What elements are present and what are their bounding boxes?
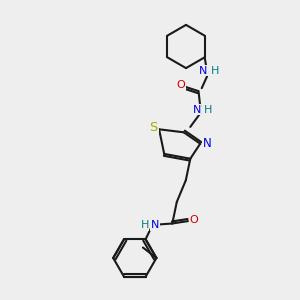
Text: N: N — [151, 220, 159, 230]
Text: N: N — [192, 105, 201, 115]
Text: N: N — [199, 66, 208, 76]
Text: H: H — [210, 66, 219, 76]
Text: H: H — [140, 220, 149, 230]
Text: N: N — [202, 137, 211, 150]
Text: H: H — [203, 105, 212, 115]
Text: S: S — [149, 121, 158, 134]
Text: O: O — [177, 80, 185, 90]
Text: O: O — [190, 215, 198, 226]
